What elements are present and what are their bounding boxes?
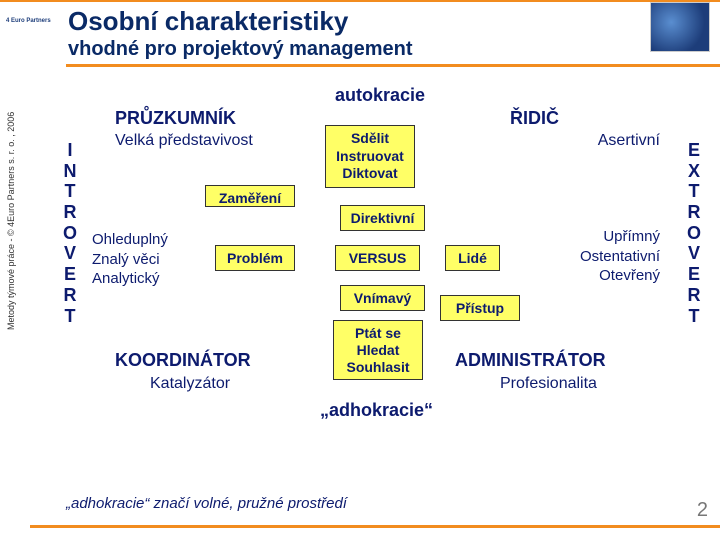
quadrant-br-sub: Profesionalita [500,375,597,393]
footer-note: „adhokracie“ značí volné, pružné prostře… [66,495,347,512]
header: Osobní charakteristiky vhodné pro projek… [0,0,720,70]
quadrant-br-title: ADMINISTRÁTOR [455,350,606,371]
box-zamereni: Zaměření [205,185,295,207]
corner-logo [650,2,710,52]
right-vertical-letters: EXTROVERT [684,140,704,326]
copyright-text: Metody týmové práce - © 4Euro Partners s… [6,112,16,330]
header-rule-bottom [66,64,720,67]
box-sdelit: SdělitInstruovatDiktovat [325,125,415,188]
slide: Osobní charakteristiky vhodné pro projek… [0,0,720,540]
footer-rule [30,525,720,528]
traits-tl: OhleduplnýZnalý věciAnalytický [92,230,168,289]
quadrant-tr-sub: Asertivní [510,132,660,150]
box-problem: Problém [215,245,295,271]
diagram: autokracie PRŮZKUMNÍK Velká představivos… [60,80,700,480]
box-pristup: Přístup [440,295,520,321]
quadrant-bl-sub: Katalyzátor [150,375,230,393]
quadrant-tl-title: PRŮZKUMNÍK [115,108,236,129]
page-number: 2 [697,499,708,522]
top-axis-label: autokracie [335,85,425,106]
traits-tr: UpřímnýOstentativníOtevřený [520,227,660,286]
box-versus: VERSUS [335,245,420,271]
page-title: Osobní charakteristiky [68,6,348,37]
left-vertical-letters: INTROVERT [60,140,80,326]
box-vnimavy: Vnímavý [340,285,425,311]
header-rule-top [0,0,720,2]
quadrant-tr-title: ŘIDIČ [510,108,559,129]
page-subtitle: vhodné pro projektový management [68,38,413,61]
box-direktivni: Direktivní [340,205,425,231]
quadrant-bl-title: KOORDINÁTOR [115,350,251,371]
small-logo: 4 Euro Partners [6,18,51,24]
quadrant-tl-sub: Velká představivost [115,132,253,150]
box-lide: Lidé [445,245,500,271]
box-ptat: Ptát seHledatSouhlasit [333,320,423,380]
bottom-axis-label: „adhokracie“ [320,400,433,421]
